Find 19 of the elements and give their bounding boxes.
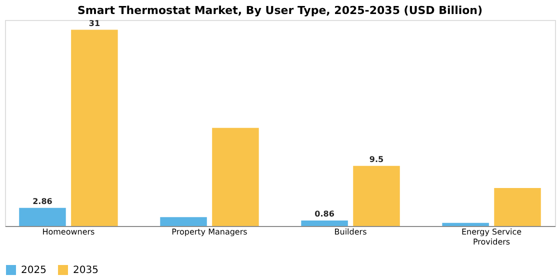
data-label: 2.86 [32, 196, 53, 206]
data-label: 9.5 [369, 154, 384, 164]
data-label: 0.86 [314, 210, 335, 219]
data-label: 31 [88, 18, 100, 28]
x-tick-label: Homeowners [42, 228, 95, 236]
x-tick-label: Energy Service Providers [461, 228, 522, 246]
bar [301, 220, 348, 226]
bar [212, 128, 259, 226]
bar [353, 166, 400, 226]
bar [71, 30, 118, 226]
bar [160, 217, 207, 226]
chart-title: Smart Thermostat Market, By User Type, 2025-2035 (USD Billion) [77, 4, 483, 17]
bar [19, 208, 66, 226]
x-tick-label: Builders [334, 228, 367, 236]
legend-label: 2035 [73, 265, 98, 276]
x-tick-label: Property Managers [172, 228, 248, 236]
legend-label: 2025 [21, 265, 46, 276]
bar [494, 188, 541, 226]
bar [442, 222, 489, 226]
